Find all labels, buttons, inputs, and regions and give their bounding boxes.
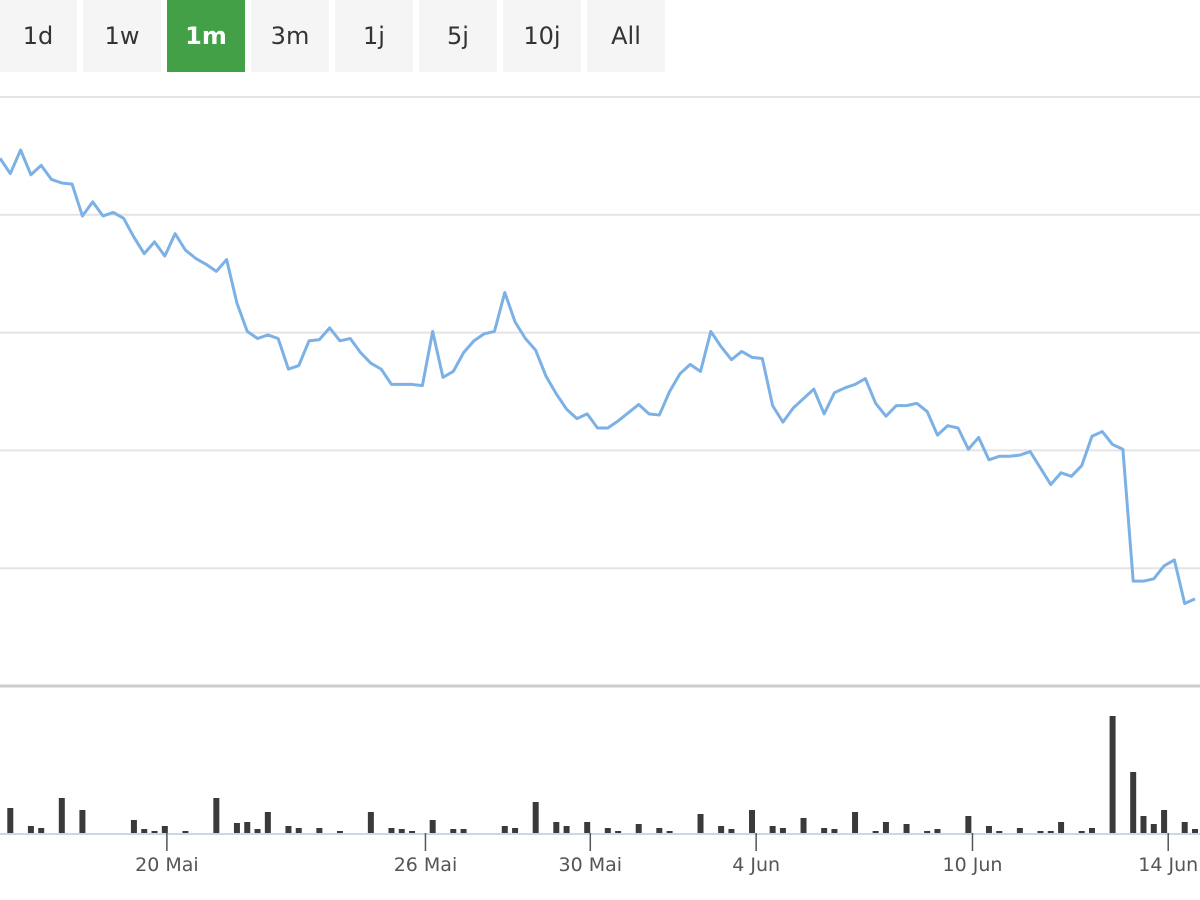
range-button[interactable]: 1d xyxy=(0,0,77,72)
volume-bar xyxy=(852,812,859,833)
volume-bar xyxy=(79,810,86,833)
volume-bar xyxy=(584,822,591,833)
volume-bar xyxy=(367,812,374,833)
x-tick-label: 4 Jun xyxy=(732,854,780,876)
volume-bar xyxy=(429,820,436,833)
volume-bar xyxy=(161,826,168,833)
volume-bar xyxy=(934,829,941,833)
volume-bar xyxy=(656,828,663,833)
volume-bar xyxy=(244,822,251,833)
volume-bar xyxy=(882,822,889,833)
volume-bar xyxy=(182,831,189,833)
volume-bar xyxy=(1150,824,1157,833)
volume-bar xyxy=(532,802,539,833)
volume-bar xyxy=(501,826,508,833)
volume-bar xyxy=(821,828,828,833)
range-button[interactable]: 1j xyxy=(335,0,413,72)
volume-bar xyxy=(965,816,972,833)
volume-bar xyxy=(604,828,611,833)
volume-bar xyxy=(1047,831,1054,833)
volume-bar xyxy=(553,822,560,833)
volume-bar xyxy=(316,828,323,833)
range-button[interactable]: 5j xyxy=(419,0,497,72)
volume-bar xyxy=(254,829,261,833)
volume-bar xyxy=(1181,822,1188,833)
range-button[interactable]: All xyxy=(587,0,665,72)
volume-bar xyxy=(388,828,395,833)
volume-bar xyxy=(38,828,45,833)
volume-bar xyxy=(285,826,292,833)
volume-bar xyxy=(1058,822,1065,833)
range-button[interactable]: 3m xyxy=(251,0,329,72)
x-tick-label: 10 Jun xyxy=(943,854,1003,876)
range-button[interactable]: 1w xyxy=(83,0,161,72)
volume-bar xyxy=(7,808,14,833)
volume-bar xyxy=(728,829,735,833)
volume-bar xyxy=(27,826,34,833)
volume-bar xyxy=(749,810,756,833)
volume-bar xyxy=(563,826,570,833)
x-tick-label: 14 Jun xyxy=(1138,854,1198,876)
volume-bar xyxy=(1130,772,1137,833)
volume-bar xyxy=(769,826,776,833)
volume-bar xyxy=(615,831,622,833)
x-tick-label: 20 Mai xyxy=(135,854,199,876)
range-button[interactable]: 10j xyxy=(503,0,581,72)
volume-bar xyxy=(58,798,65,833)
volume-bar xyxy=(1078,831,1085,833)
volume-bar xyxy=(1161,810,1168,833)
volume-bar xyxy=(141,829,148,833)
volume-bar xyxy=(1140,816,1147,833)
volume-bar xyxy=(1109,716,1116,833)
volume-bar xyxy=(151,831,158,833)
range-button[interactable]: 1m xyxy=(167,0,245,72)
volume-bar xyxy=(130,820,137,833)
volume-bar xyxy=(872,831,879,833)
volume-bar xyxy=(233,823,240,833)
volume-bar xyxy=(409,831,416,833)
volume-bar xyxy=(264,812,271,833)
price-line xyxy=(0,148,1196,606)
volume-bar xyxy=(336,831,343,833)
volume-bar xyxy=(460,829,467,833)
volume-bar xyxy=(635,824,642,833)
volume-bar xyxy=(295,828,302,833)
volume-bar xyxy=(213,798,220,833)
volume-bar xyxy=(800,818,807,833)
volume-bar xyxy=(1088,828,1095,833)
volume-bar xyxy=(924,831,931,833)
volume-bar xyxy=(1192,829,1198,833)
volume-bar xyxy=(512,828,519,833)
volume-bar xyxy=(1016,828,1023,833)
volume-bar xyxy=(996,831,1003,833)
volume-bar xyxy=(903,824,910,833)
volume-bar xyxy=(666,831,673,833)
volume-bar xyxy=(1037,831,1044,833)
volume-bar xyxy=(831,829,838,833)
volume-bar xyxy=(398,829,405,833)
volume-bar xyxy=(985,826,992,833)
volume-bar xyxy=(718,826,725,833)
x-tick-label: 30 Mai xyxy=(559,854,623,876)
x-tick-label: 26 Mai xyxy=(394,854,458,876)
volume-bar xyxy=(450,829,457,833)
volume-bar xyxy=(779,828,786,833)
volume-bar xyxy=(697,814,704,833)
